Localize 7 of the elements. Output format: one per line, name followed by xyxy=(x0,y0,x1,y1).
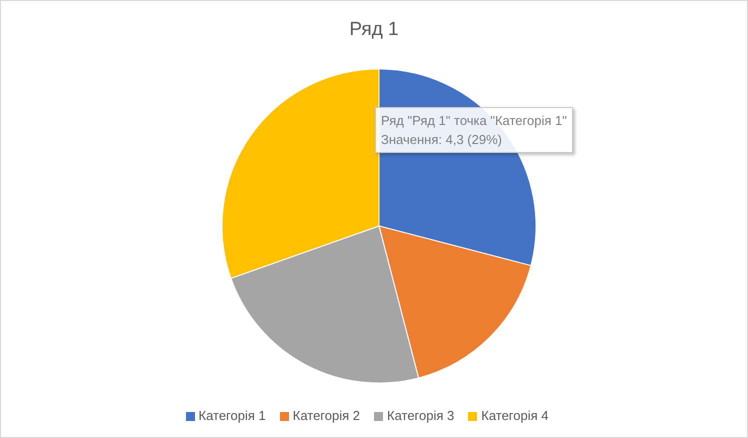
text: Значення: 4,3 (29%) xyxy=(381,131,503,149)
chart-title: Ряд 1 xyxy=(348,19,400,41)
legend-label: Категорія 3 xyxy=(387,408,454,423)
text: Ряд "Ряд 1" точка "Категорія 1" xyxy=(381,112,567,130)
legend-label: Категорія 1 xyxy=(198,408,266,423)
legend-label: Категорія 4 xyxy=(481,408,548,423)
legend-label: Категорія 2 xyxy=(292,408,360,423)
